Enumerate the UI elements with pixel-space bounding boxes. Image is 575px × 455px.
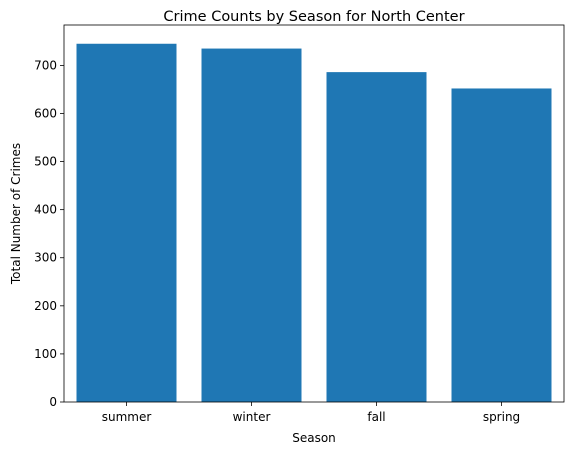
bar-winter: [201, 48, 302, 402]
x-axis-ticks: summer winter fall spring: [102, 402, 520, 424]
y-axis-ticks: 0 100 200 300 400 500 600 700: [34, 58, 64, 409]
bar-summer: [76, 43, 177, 403]
y-tick-label: 700: [34, 58, 57, 72]
plot-frame: [63, 24, 565, 403]
y-tick-label: 200: [34, 299, 57, 313]
y-tick-label: 500: [34, 155, 57, 169]
x-tick-label: fall: [367, 410, 385, 424]
bar-fall: [326, 72, 427, 402]
y-tick-label: 600: [34, 106, 57, 120]
chart-title: Crime Counts by Season for North Center: [163, 9, 464, 25]
y-tick-label: 400: [34, 203, 57, 217]
y-tick-label: 100: [34, 347, 57, 361]
y-axis-label: Total Number of Crimes: [9, 143, 23, 285]
x-tick-label: winter: [233, 410, 271, 424]
y-tick-label: 300: [34, 251, 57, 265]
y-tick-label: 0: [49, 395, 57, 409]
x-axis-label: Season: [292, 431, 336, 445]
x-tick-label: summer: [102, 410, 152, 424]
x-tick-label: spring: [483, 410, 520, 424]
bar-spring: [451, 88, 552, 402]
bars-group: [76, 43, 552, 403]
